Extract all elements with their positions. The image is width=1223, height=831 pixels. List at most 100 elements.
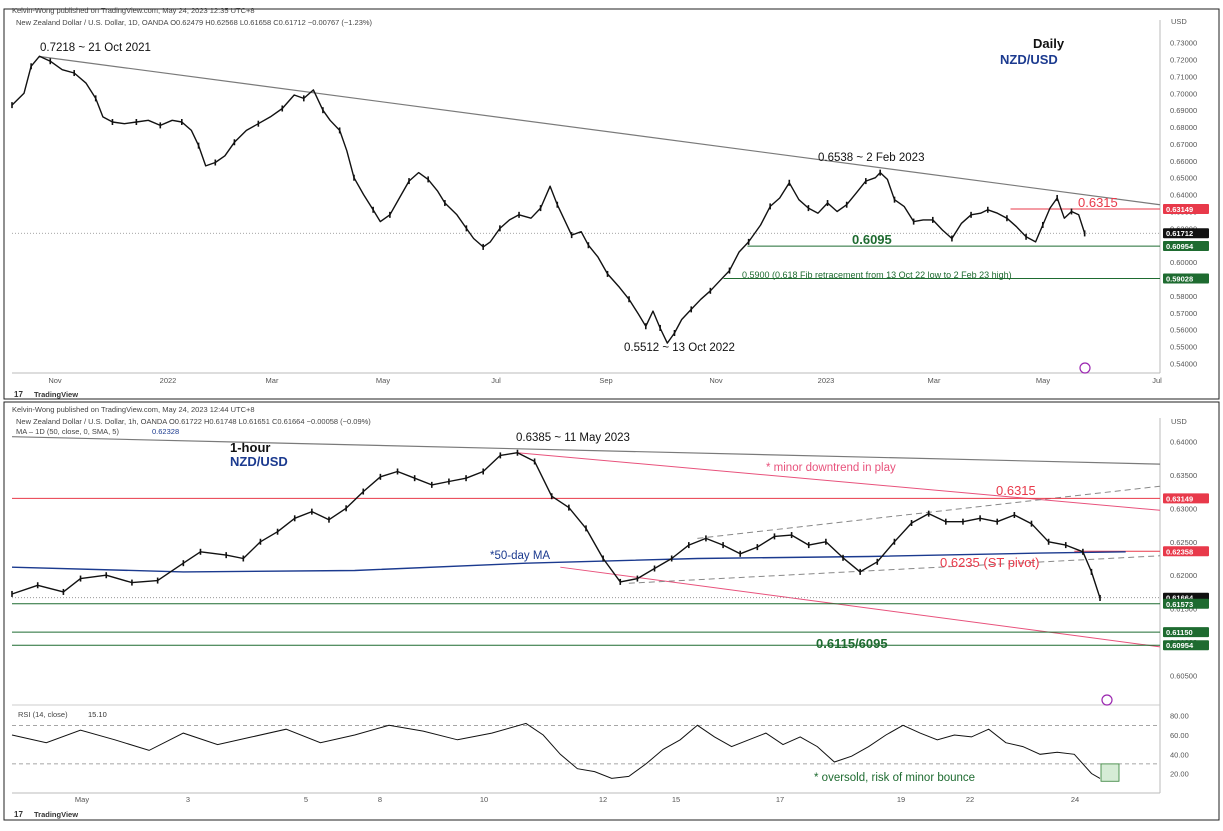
hourly-high-annotation: 0.6385 ~ 11 May 2023 bbox=[516, 432, 630, 444]
daily-price-tag: 0.60954 bbox=[1166, 242, 1194, 251]
rsi-y-tick: 60.00 bbox=[1170, 731, 1189, 740]
daily-y-tick: 0.55000 bbox=[1170, 343, 1197, 352]
top-publisher-text: Kelvin-Wong published on TradingView.com… bbox=[12, 6, 255, 15]
daily-x-tick: May bbox=[376, 376, 390, 385]
hourly-ma-annotation: *50-day MA bbox=[490, 550, 550, 562]
hourly-x-tick: 10 bbox=[480, 795, 488, 804]
hourly-pivot-annotation: 0.6235 (ST pivot) bbox=[940, 555, 1039, 570]
top-pair-label: NZD/USD bbox=[1000, 52, 1058, 67]
top-brand-icon: 17 bbox=[14, 390, 23, 399]
bottom-timeframe-label: 1-hour bbox=[230, 440, 270, 455]
hourly-price-tag: 0.62358 bbox=[1166, 547, 1193, 556]
daily-y-tick: 0.56000 bbox=[1170, 326, 1197, 335]
hourly-price-tag-bg bbox=[1163, 493, 1209, 504]
rsi-oversold-annotation: * oversold, risk of minor bounce bbox=[814, 772, 975, 784]
daily-x-tick: Mar bbox=[266, 376, 279, 385]
daily-x-tick: May bbox=[1036, 376, 1050, 385]
hourly-downtrend-annotation: * minor downtrend in play bbox=[766, 462, 896, 474]
daily-y-tick: 0.54000 bbox=[1170, 359, 1197, 368]
bottom-symbol-line: New Zealand Dollar / U.S. Dollar, 1h, OA… bbox=[16, 417, 371, 426]
daily-price-tag: 0.59028 bbox=[1166, 275, 1193, 284]
lightning-icon bbox=[1079, 362, 1091, 374]
hourly-x-tick: 19 bbox=[897, 795, 905, 804]
hourly-y-tick: 0.64000 bbox=[1170, 437, 1197, 446]
bottom-currency-label: USD bbox=[1171, 417, 1187, 426]
top-currency-label: USD bbox=[1171, 17, 1187, 26]
bottom-brand-label: TradingView bbox=[34, 810, 78, 819]
hourly-price-tag-bg bbox=[1163, 546, 1209, 557]
rsi-series bbox=[11, 722, 1101, 779]
daily-y-tick: 0.58000 bbox=[1170, 292, 1197, 301]
daily-resistance-annotation: 0.6315 bbox=[1078, 195, 1118, 210]
hourly-x-tick: May bbox=[75, 795, 89, 804]
daily-x-tick: 2022 bbox=[160, 376, 177, 385]
daily-fib-annotation: 0.5900 (0.618 Fib retracement from 13 Oc… bbox=[742, 270, 1012, 280]
daily-y-tick: 0.64000 bbox=[1170, 191, 1197, 200]
daily-y-tick: 0.68000 bbox=[1170, 123, 1197, 132]
daily-price-tag-bg bbox=[1163, 273, 1209, 284]
hourly-price-tag-bg bbox=[1163, 640, 1209, 651]
daily-chart: 0.73000 0.72000 0.71000 0.70000 0.69000 0.680… bbox=[11, 20, 1209, 385]
top-timeframe-label: Daily bbox=[1033, 36, 1065, 51]
bottom-ma-line: MA – 1D (50, close, 0, SMA, 5) bbox=[16, 427, 119, 436]
daily-x-tick: 2023 bbox=[818, 376, 835, 385]
hourly-y-tick: 0.63500 bbox=[1170, 471, 1197, 480]
daily-low-annotation: 0.5512 ~ 13 Oct 2022 bbox=[624, 342, 735, 354]
daily-x-tick: Sep bbox=[599, 376, 612, 385]
hourly-long-trendline bbox=[11, 436, 1161, 465]
daily-x-tick: Nov bbox=[709, 376, 723, 385]
hourly-x-tick: 17 bbox=[776, 795, 784, 804]
hourly-x-tick: 5 bbox=[304, 795, 308, 804]
daily-x-tick: Nov bbox=[48, 376, 62, 385]
hourly-channel-top bbox=[517, 452, 1161, 511]
hourly-chart: 0.64000 0.63500 0.63000 0.62500 0.62000 0.615… bbox=[11, 418, 1209, 804]
top-symbol-line: New Zealand Dollar / U.S. Dollar, 1D, OA… bbox=[16, 18, 373, 27]
daily-y-tick: 0.57000 bbox=[1170, 309, 1197, 318]
daily-downtrend-line bbox=[39, 55, 1161, 206]
daily-x-tick: Jul bbox=[491, 376, 501, 385]
hourly-x-tick: 22 bbox=[966, 795, 974, 804]
bottom-panel-frame bbox=[3, 401, 1220, 821]
hourly-wedge-lower bbox=[628, 555, 1161, 584]
hourly-price-tag: 0.61664 bbox=[1166, 594, 1194, 603]
daily-y-tick: 0.69000 bbox=[1170, 106, 1197, 115]
rsi-y-tick: 80.00 bbox=[1170, 712, 1189, 721]
daily-y-tick: 0.65000 bbox=[1170, 174, 1197, 183]
hourly-price-tag: 0.61150 bbox=[1166, 628, 1193, 637]
top-brand-label: TradingView bbox=[34, 390, 78, 399]
hourly-x-tick: 24 bbox=[1071, 795, 1079, 804]
hourly-y-tick: 0.62000 bbox=[1170, 571, 1197, 580]
rsi-oversold-box bbox=[1100, 763, 1120, 782]
hourly-price-tag-bg bbox=[1163, 598, 1209, 609]
daily-price-tag-bg bbox=[1163, 241, 1209, 252]
daily-support-annotation: 0.6095 bbox=[852, 232, 892, 247]
daily-price-tag: 0.63149 bbox=[1166, 205, 1193, 214]
hourly-y-tick: 0.60500 bbox=[1170, 672, 1197, 681]
daily-price-tag: 0.61712 bbox=[1166, 229, 1193, 238]
bottom-brand-icon: 17 bbox=[14, 810, 23, 819]
hourly-x-tick: 12 bbox=[599, 795, 607, 804]
daily-price-tag-bg bbox=[1163, 203, 1209, 214]
hourly-price-tag: 0.63149 bbox=[1166, 494, 1193, 503]
hourly-y-tick: 0.63000 bbox=[1170, 504, 1197, 513]
hourly-x-tick: 15 bbox=[672, 795, 680, 804]
daily-y-tick: 0.67000 bbox=[1170, 140, 1197, 149]
daily-price-tag-bg bbox=[1163, 228, 1209, 239]
daily-high-annotation: 0.7218 ~ 21 Oct 2021 bbox=[40, 42, 151, 54]
daily-y-tick: 0.66000 bbox=[1170, 157, 1197, 166]
bottom-publisher-text: Kelvin-Wong published on TradingView.com… bbox=[12, 405, 255, 414]
hourly-channel-bottom bbox=[560, 566, 1161, 648]
hourly-resistance-annotation: 0.6315 bbox=[996, 483, 1036, 498]
bottom-pair-label: NZD/USD bbox=[230, 454, 288, 469]
rsi-y-tick: 20.00 bbox=[1170, 770, 1189, 779]
daily-y-tick: 0.73000 bbox=[1170, 39, 1197, 48]
rsi-value: 15.10 bbox=[88, 710, 107, 719]
daily-x-tick: Mar bbox=[928, 376, 941, 385]
top-panel-frame bbox=[3, 8, 1220, 400]
hourly-y-tick: 0.62500 bbox=[1170, 538, 1197, 547]
hourly-x-tick: 8 bbox=[378, 795, 382, 804]
lightning-icon bbox=[1101, 694, 1113, 706]
rsi-label: RSI (14, close) bbox=[18, 710, 68, 719]
